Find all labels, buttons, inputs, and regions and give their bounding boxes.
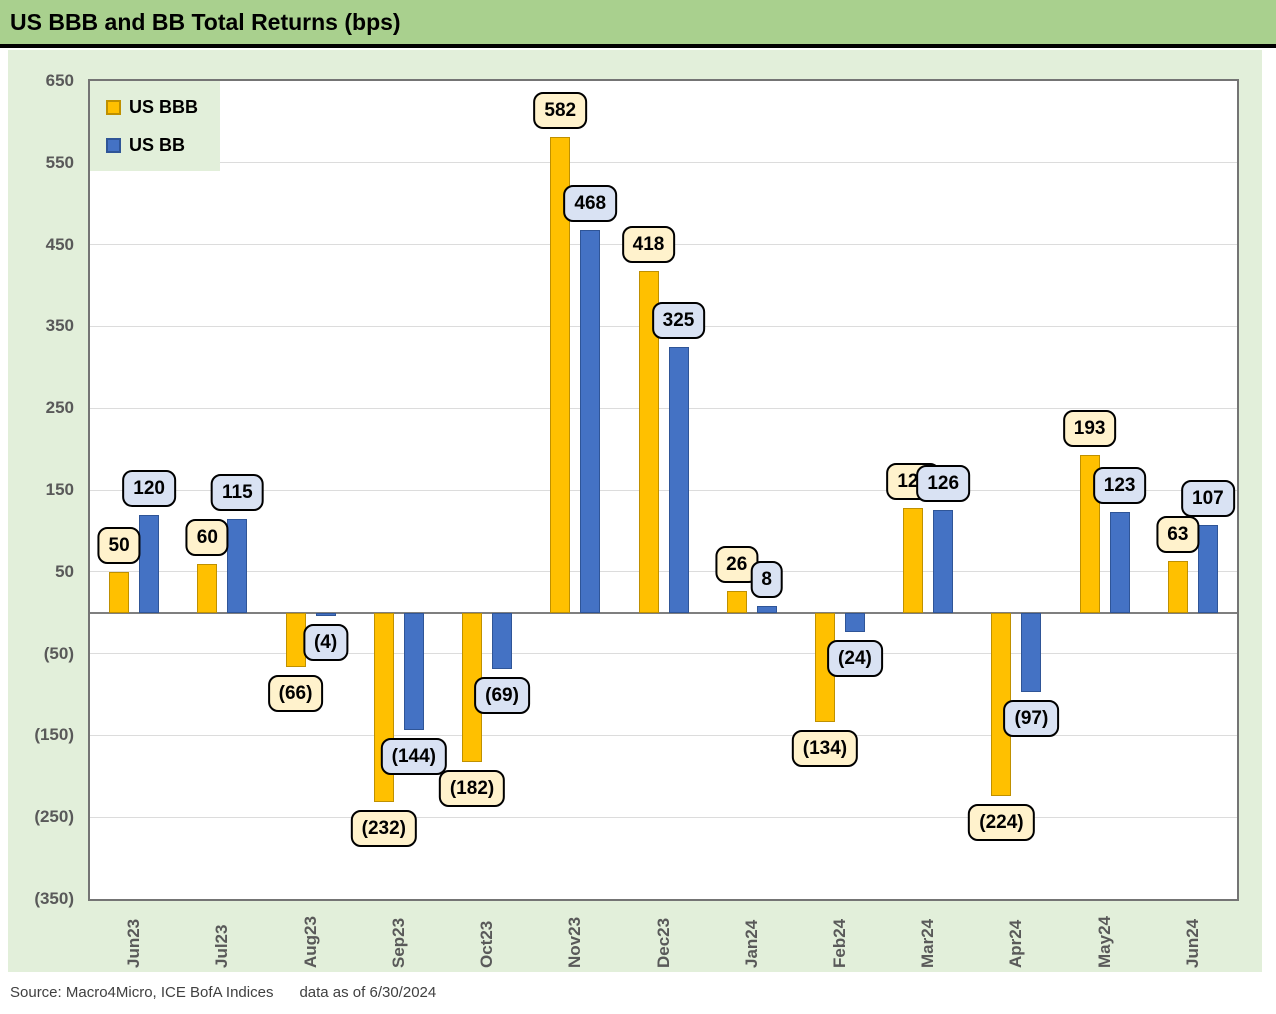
data-label-us-bb-jun23: 120 xyxy=(122,469,176,507)
bar-us-bbb-nov23 xyxy=(550,136,571,613)
x-label-dec23: Dec23 xyxy=(653,917,673,968)
y-tick-50: 50 xyxy=(55,561,74,581)
chart-title: US BBB and BB Total Returns (bps) xyxy=(10,8,401,35)
title-bar: US BBB and BB Total Returns (bps) xyxy=(0,0,1276,48)
data-label-us-bb-dec23: 325 xyxy=(651,301,706,339)
data-label-us-bb-nov23: 468 xyxy=(563,184,618,222)
plot-area: 50 60 (66) (232) (182) 582 418 26 (134) 128 (224) 1… xyxy=(88,79,1239,901)
bar-us-bb-may24 xyxy=(1109,512,1130,613)
data-label-us-bbb-oct23: (182) xyxy=(438,769,506,807)
data-label-us-bbb-feb24: (134) xyxy=(791,730,859,768)
y-tick-350: 350 xyxy=(45,316,74,336)
data-label-us-bb-feb24: (24) xyxy=(827,640,883,678)
legend-label-us-bbb: US BBB xyxy=(129,96,199,117)
data-label-us-bbb-sep23: (232) xyxy=(350,810,417,848)
x-label-apr24: Apr24 xyxy=(1006,919,1026,968)
data-label-us-bb-sep23: (144) xyxy=(380,738,447,776)
data-label-us-bb-jul23: 115 xyxy=(211,473,264,511)
data-label-us-bbb-jun23: 50 xyxy=(97,526,141,564)
y-tick-150: 150 xyxy=(45,480,74,499)
data-label-us-bb-may24: 123 xyxy=(1092,467,1147,505)
y-tick-650: 650 xyxy=(45,71,74,90)
bar-us-bb-jun24 xyxy=(1197,525,1218,613)
data-label-us-bbb-may24: 193 xyxy=(1062,409,1117,447)
source-text: Source: Macro4Micro, ICE BofA Indices xyxy=(10,984,274,1001)
data-label-us-bb-jun24: 107 xyxy=(1181,480,1235,518)
y-tick-550: 550 xyxy=(45,152,74,172)
x-label-jul23: Jul23 xyxy=(212,924,232,968)
legend: US BBB US BB xyxy=(90,81,220,171)
data-label-us-bb-apr24: (97) xyxy=(1003,700,1060,738)
x-label-feb24: Feb24 xyxy=(829,918,849,968)
gridline--250- xyxy=(90,816,1237,818)
x-label-mar24: Mar24 xyxy=(918,918,938,968)
gridline-50 xyxy=(90,571,1237,573)
bar-us-bb-jul23 xyxy=(227,518,248,613)
bar-us-bb-aug23 xyxy=(315,612,336,616)
legend-label-us-bb: US BB xyxy=(129,134,186,155)
zero-axis-line xyxy=(90,611,1237,614)
as-of-text: data as of 6/30/2024 xyxy=(299,984,437,1001)
data-label-us-bb-aug23: (4) xyxy=(302,623,349,661)
x-label-jun24: Jun24 xyxy=(1182,918,1202,968)
bar-us-bbb-jul23 xyxy=(197,563,218,613)
gridline-550 xyxy=(90,162,1237,164)
y-tick--50-: (50) xyxy=(43,643,74,663)
x-label-sep23: Sep23 xyxy=(388,917,408,968)
gridline--150- xyxy=(90,734,1237,736)
bar-us-bb-apr24 xyxy=(1021,612,1042,693)
bar-us-bbb-mar24 xyxy=(903,507,924,613)
legend-item-us-bbb: US BBB xyxy=(106,95,220,119)
x-label-oct23: Oct23 xyxy=(477,920,497,968)
legend-item-us-bb: US BB xyxy=(106,133,220,157)
gridline-150 xyxy=(90,489,1237,491)
gridline--50- xyxy=(90,653,1237,655)
y-tick--250-: (250) xyxy=(34,807,74,827)
x-label-nov23: Nov23 xyxy=(565,916,585,968)
source-bar: Source: Macro4Micro, ICE BofA Indices dat… xyxy=(10,984,436,1001)
bar-us-bb-feb24 xyxy=(844,612,865,633)
bar-us-bbb-jun23 xyxy=(109,571,130,613)
data-label-us-bb-oct23: (69) xyxy=(474,677,530,715)
data-label-us-bb-jan24: 8 xyxy=(750,561,784,599)
y-tick-450: 450 xyxy=(45,234,74,254)
data-label-us-bb-mar24: 126 xyxy=(916,464,971,502)
data-label-us-bbb-aug23: (66) xyxy=(267,674,324,712)
data-label-us-bbb-apr24: (224) xyxy=(968,803,1035,841)
y-tick--350-: (350) xyxy=(34,889,74,908)
x-label-aug23: Aug23 xyxy=(300,916,320,968)
y-tick-250: 250 xyxy=(45,398,74,418)
data-label-us-bbb-dec23: 418 xyxy=(621,225,676,263)
bar-us-bb-jan24 xyxy=(756,606,777,613)
y-tick--150-: (150) xyxy=(34,725,74,745)
bar-us-bb-nov23 xyxy=(580,229,601,613)
us-bb-swatch-icon xyxy=(106,137,121,153)
data-label-us-bbb-jun24: 63 xyxy=(1156,516,1200,554)
bar-us-bbb-dec23 xyxy=(638,270,659,613)
y-axis: 650 550 450 350 250 150 50 (50) (150) (250) (350) xyxy=(12,71,74,908)
bar-us-bb-mar24 xyxy=(933,509,954,613)
data-label-us-bbb-nov23: 582 xyxy=(533,91,588,129)
bar-us-bb-oct23 xyxy=(492,612,513,670)
bar-us-bb-sep23 xyxy=(403,612,424,731)
us-bbb-swatch-icon xyxy=(106,99,121,115)
bar-us-bb-jun23 xyxy=(139,514,160,613)
bar-us-bb-dec23 xyxy=(668,346,689,613)
data-label-us-bbb-jul23: 60 xyxy=(185,518,229,556)
gridline-250 xyxy=(90,407,1237,409)
bar-us-bbb-jun24 xyxy=(1167,561,1188,613)
x-label-jun23: Jun23 xyxy=(124,918,144,968)
x-axis: Jun23 Jul23 Aug23 Sep23 Oct23 Nov23 Dec23 Jan24… xyxy=(90,906,1237,970)
x-label-may24: May24 xyxy=(1094,916,1114,968)
bar-us-bbb-jan24 xyxy=(726,591,747,613)
chart-panel: 650 550 450 350 250 150 50 (50) (150) (250) (350) … xyxy=(8,50,1262,972)
x-label-jan24: Jan24 xyxy=(741,919,761,968)
